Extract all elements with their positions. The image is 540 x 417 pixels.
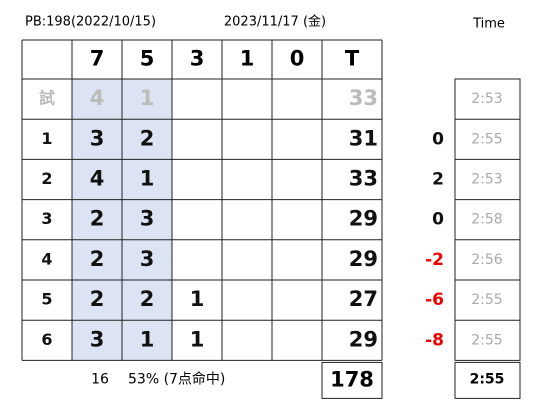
count: 1 (190, 327, 205, 351)
hits: 16 (91, 371, 109, 387)
time: 2:55 (471, 332, 502, 348)
total: 27 (349, 287, 378, 311)
total-time: 2:55 (470, 371, 505, 387)
hit-rate: 53% (7点命中) (128, 370, 225, 387)
total: 33 (349, 167, 378, 191)
row-label: 5 (41, 290, 52, 309)
count: 3 (140, 207, 155, 231)
total: 33 (349, 86, 378, 110)
total: 29 (349, 207, 378, 231)
row-label: 2 (41, 169, 52, 188)
diff: -8 (425, 330, 444, 350)
column-header: 7 (90, 47, 105, 71)
total: 29 (349, 327, 378, 351)
time-box (454, 361, 521, 399)
total: 31 (349, 126, 378, 150)
time: 2:53 (471, 172, 502, 188)
count: 1 (190, 287, 205, 311)
time: 2:55 (471, 131, 502, 147)
count: 2 (140, 126, 155, 150)
count: 4 (90, 86, 105, 110)
count: 2 (90, 207, 105, 231)
row-label: 試 (39, 89, 55, 108)
count: 2 (90, 247, 105, 271)
row-label: 1 (41, 129, 52, 148)
column-header: T (345, 47, 360, 71)
column-header: 1 (240, 47, 255, 71)
column-header: 5 (140, 47, 155, 71)
count: 1 (140, 86, 155, 110)
diff: 0 (432, 129, 444, 149)
diff: -6 (425, 290, 444, 310)
row-label: 6 (41, 330, 52, 349)
date: 2023/11/17 (金) (224, 14, 326, 30)
count: 1 (140, 327, 155, 351)
count: 1 (140, 167, 155, 191)
count: 3 (140, 247, 155, 271)
row-label: 4 (41, 249, 52, 268)
column-header: 3 (190, 47, 205, 71)
time: 2:53 (471, 91, 502, 107)
count: 3 (90, 327, 105, 351)
time: 2:55 (471, 292, 502, 308)
total-box (321, 361, 383, 399)
count: 2 (140, 287, 155, 311)
diff: 0 (432, 210, 444, 230)
count: 4 (90, 167, 105, 191)
diff: 2 (432, 170, 444, 190)
time-box (454, 78, 521, 361)
diff: -2 (425, 250, 444, 270)
row-label: 3 (41, 209, 52, 228)
count: 3 (90, 126, 105, 150)
count: 2 (90, 287, 105, 311)
total: 29 (349, 247, 378, 271)
time: 2:56 (471, 252, 503, 268)
grand-total: 178 (330, 367, 374, 391)
column-header: 0 (290, 47, 305, 71)
time-label: Time (472, 17, 505, 32)
time: 2:58 (471, 212, 502, 228)
personal-best: PB:198(2022/10/15) (25, 15, 156, 30)
